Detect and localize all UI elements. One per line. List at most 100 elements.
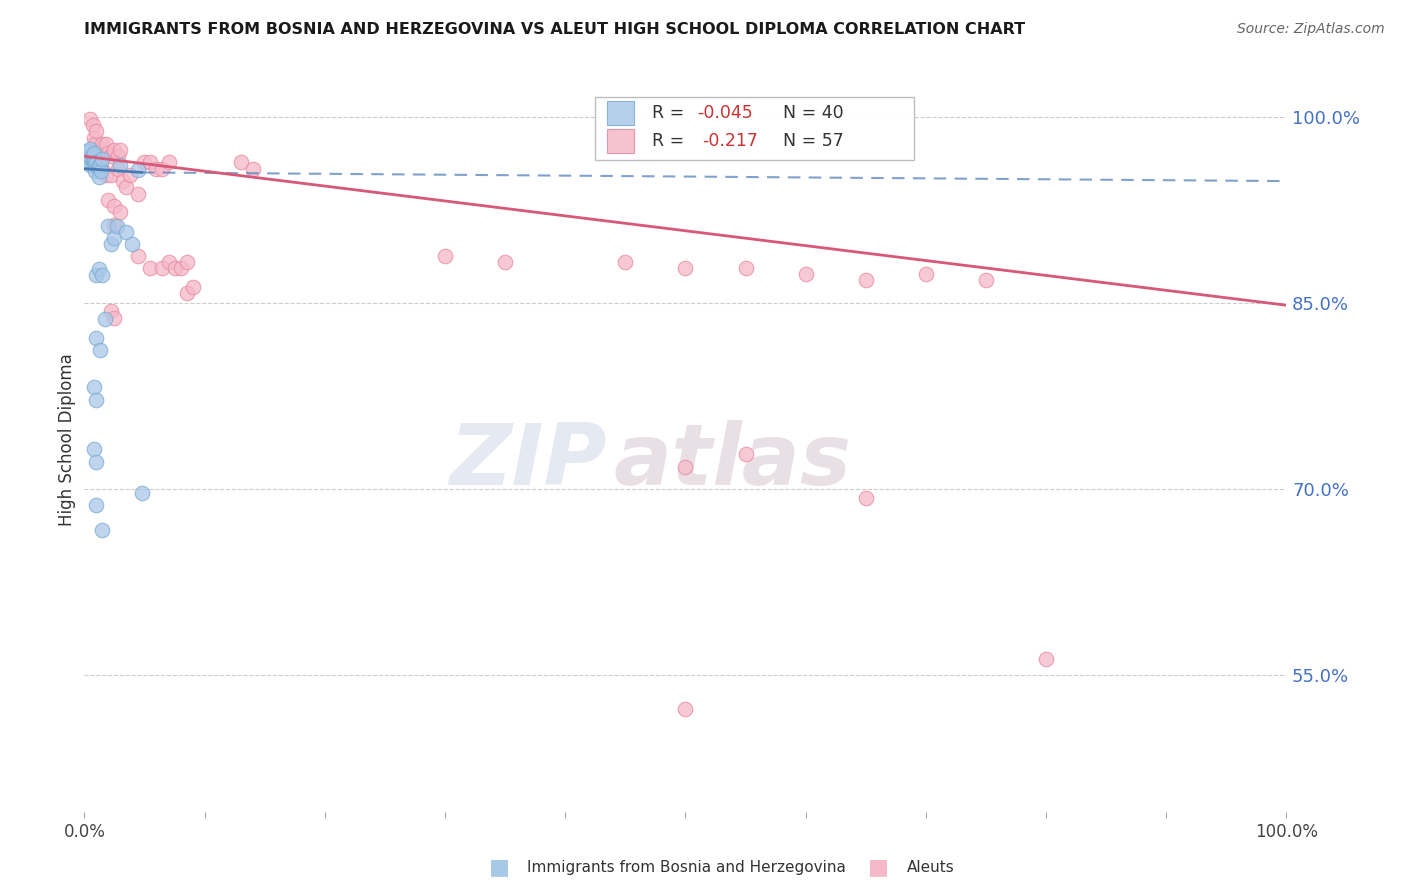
Text: -0.045: -0.045	[697, 104, 754, 122]
Point	[157, 155, 180, 169]
Point	[145, 161, 167, 176]
Point	[121, 237, 143, 252]
Text: Aleuts: Aleuts	[907, 860, 955, 874]
Y-axis label: High School Diploma: High School Diploma	[58, 353, 76, 525]
Point	[83, 145, 105, 160]
Point	[152, 260, 174, 275]
Point	[734, 260, 756, 275]
Text: R =: R =	[652, 104, 689, 122]
Point	[494, 254, 516, 268]
Point	[794, 267, 817, 281]
Point	[169, 260, 191, 275]
Point	[675, 701, 697, 715]
Point	[915, 267, 938, 281]
Text: ZIP: ZIP	[450, 420, 607, 503]
Point	[97, 193, 120, 207]
Text: Immigrants from Bosnia and Herzegovina: Immigrants from Bosnia and Herzegovina	[527, 860, 846, 874]
Point	[103, 199, 125, 213]
Point	[118, 168, 141, 182]
Point	[1035, 652, 1057, 666]
Point	[105, 219, 128, 233]
Point	[229, 155, 252, 169]
Point	[110, 205, 132, 219]
Point	[87, 161, 110, 176]
Point	[152, 161, 174, 176]
Point	[103, 310, 125, 325]
Point	[242, 161, 264, 176]
Point	[127, 186, 149, 201]
Text: N = 40: N = 40	[772, 104, 844, 122]
Point	[77, 151, 100, 165]
Point	[614, 254, 637, 268]
Text: atlas: atlas	[613, 420, 852, 503]
Point	[107, 161, 129, 176]
Point	[87, 143, 110, 157]
Point	[176, 285, 198, 300]
Point	[84, 136, 107, 151]
Point	[89, 343, 111, 357]
Point	[79, 112, 101, 126]
Point	[139, 155, 162, 169]
Point	[83, 130, 105, 145]
Text: Source: ZipAtlas.com: Source: ZipAtlas.com	[1237, 22, 1385, 37]
Point	[163, 260, 186, 275]
Point	[97, 145, 120, 160]
Point	[86, 268, 108, 283]
Point	[115, 225, 138, 239]
Point	[79, 158, 101, 172]
Point	[82, 157, 104, 171]
Point	[91, 268, 114, 283]
Point	[111, 174, 134, 188]
Point	[100, 168, 122, 182]
Point	[82, 148, 104, 162]
Point	[100, 237, 122, 252]
Point	[91, 161, 114, 176]
Text: N = 57: N = 57	[772, 132, 844, 150]
Point	[83, 380, 105, 394]
Point	[103, 143, 125, 157]
Point	[91, 152, 114, 166]
Point	[103, 218, 125, 232]
Point	[91, 523, 114, 537]
Point	[86, 455, 108, 469]
Text: -0.217: -0.217	[702, 132, 758, 150]
Point	[76, 145, 98, 159]
Point	[91, 136, 114, 151]
Point	[139, 260, 162, 275]
Point	[84, 164, 107, 178]
Point	[127, 163, 149, 178]
Point	[107, 149, 129, 163]
Point	[181, 279, 204, 293]
Point	[87, 262, 110, 277]
Point	[87, 170, 110, 185]
Text: ■: ■	[489, 857, 509, 877]
Point	[79, 142, 101, 156]
Point	[82, 118, 104, 132]
Point	[100, 149, 122, 163]
Point	[675, 459, 697, 474]
Point	[974, 273, 997, 287]
Point	[434, 249, 457, 263]
Point	[855, 273, 877, 287]
Point	[89, 143, 111, 157]
Point	[675, 260, 697, 275]
Point	[86, 330, 108, 344]
Point	[734, 447, 756, 461]
Point	[83, 154, 105, 169]
Point	[94, 168, 117, 182]
Text: IMMIGRANTS FROM BOSNIA AND HERZEGOVINA VS ALEUT HIGH SCHOOL DIPLOMA CORRELATION : IMMIGRANTS FROM BOSNIA AND HERZEGOVINA V…	[84, 22, 1025, 37]
Point	[94, 312, 117, 326]
Point	[86, 161, 108, 175]
Text: R =: R =	[652, 132, 695, 150]
Point	[83, 442, 105, 457]
Point	[110, 143, 132, 157]
Point	[89, 158, 111, 172]
Point	[86, 498, 108, 512]
Point	[115, 180, 138, 194]
Point	[131, 485, 153, 500]
Point	[103, 231, 125, 245]
Text: ■: ■	[869, 857, 889, 877]
FancyBboxPatch shape	[595, 96, 914, 160]
Point	[134, 155, 156, 169]
Point	[86, 124, 108, 138]
